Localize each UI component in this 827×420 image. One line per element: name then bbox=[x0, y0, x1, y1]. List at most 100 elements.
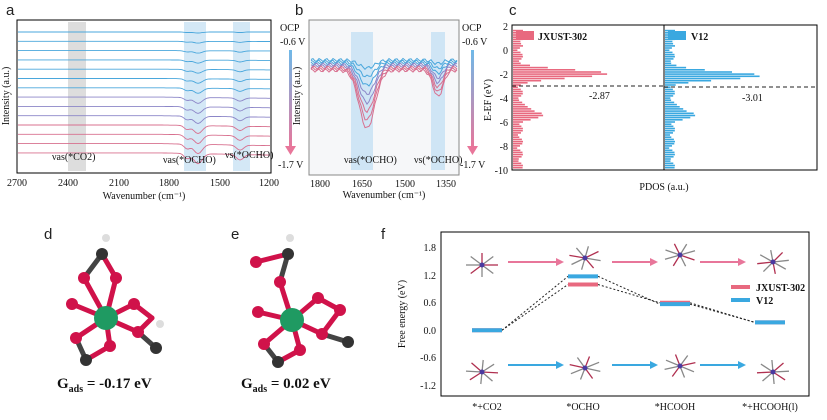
f-legend-0: JXUST-302 bbox=[756, 283, 805, 294]
mol-e-atom-9 bbox=[272, 356, 284, 368]
mol-d-atom-3 bbox=[102, 234, 110, 242]
c-jxust-bar-33 bbox=[513, 101, 523, 104]
c-v12-bar-42 bbox=[665, 121, 675, 123]
a-legend-ocp: OCP bbox=[280, 23, 300, 34]
f-mini-0-center bbox=[479, 262, 485, 268]
c-jxust-bar-55 bbox=[513, 149, 521, 152]
f-mini-2-stick-2 bbox=[665, 249, 681, 256]
b-trace-6 bbox=[310, 66, 458, 121]
c-v12-bar-30 bbox=[665, 95, 674, 97]
f-mini-6-stick-4 bbox=[664, 365, 681, 371]
c-jxust-bar-52 bbox=[513, 142, 523, 145]
c-jxust-bar-8 bbox=[513, 47, 520, 49]
panel-a-band-co2 bbox=[68, 22, 86, 171]
a-potential-arrow bbox=[289, 50, 292, 148]
b-ylabel: Intensity (a.u.) bbox=[292, 67, 303, 126]
c-v12-bar-29 bbox=[665, 92, 675, 95]
f-mini-4-stick-3 bbox=[481, 371, 499, 374]
a-xlabel: Wavenumber (cm⁻¹) bbox=[103, 191, 186, 202]
c-xlabel: PDOS (a.u.) bbox=[639, 182, 688, 193]
c-v12-bar-25 bbox=[665, 84, 676, 86]
mol-e-atom-0 bbox=[274, 276, 286, 288]
c-jxust-bar-13 bbox=[513, 58, 522, 60]
c-v12-bar-40 bbox=[665, 116, 691, 119]
c-jxust-bar-16 bbox=[513, 64, 530, 67]
c-jxust-bar-34 bbox=[513, 103, 525, 106]
c-v12-bar-50 bbox=[665, 138, 674, 141]
c-jxust-bar-48 bbox=[513, 134, 518, 136]
c-v12-bar-6 bbox=[665, 42, 674, 45]
c-jxust-bar-58 bbox=[513, 156, 522, 158]
c-v12-bar-8 bbox=[665, 47, 672, 49]
c-jxust-bar-9 bbox=[513, 49, 518, 51]
panel-a-band-ocho-s bbox=[233, 22, 250, 171]
f-mini-1-stick-3 bbox=[569, 254, 586, 259]
c-jxust-bar-37 bbox=[513, 110, 535, 112]
c-v12-bar-41 bbox=[665, 119, 683, 121]
c-v12-bar-27 bbox=[665, 88, 673, 91]
c-v12-bar-58 bbox=[665, 156, 674, 158]
a-xtick-2: 2100 bbox=[109, 178, 129, 189]
c-jxust-bar-57 bbox=[513, 153, 523, 156]
f-bottom-arrows bbox=[508, 361, 746, 369]
gads-d: Gads = -0.17 eV bbox=[57, 376, 152, 395]
c-ytick-0: 2 bbox=[503, 22, 508, 33]
c-jxust-bar-11 bbox=[513, 53, 523, 56]
f-ytick-5: -1.2 bbox=[420, 381, 436, 392]
a-xtick-4: 1500 bbox=[210, 178, 230, 189]
a-xtick-0: 2700 bbox=[7, 178, 27, 189]
c-jxust-bar-21 bbox=[513, 75, 593, 78]
f-mini-7-stick-3 bbox=[756, 371, 774, 374]
c-jxust-bar-31 bbox=[513, 97, 519, 99]
gads-e-value: = 0.02 eV bbox=[267, 376, 331, 392]
f-mini-6-center bbox=[677, 363, 683, 369]
c-right-title: V12 bbox=[691, 32, 708, 43]
c-v12-bar-34 bbox=[665, 103, 677, 106]
f-jxust-connector-0 bbox=[501, 284, 569, 331]
c-v12-bar-33 bbox=[665, 101, 675, 104]
c-v12-bar-60 bbox=[665, 160, 671, 162]
c-jxust-bar-42 bbox=[513, 121, 523, 123]
mol-e-atom-2 bbox=[250, 256, 262, 268]
c-jxust-bar-5 bbox=[513, 40, 521, 43]
f-ylabel: Free energy (eV) bbox=[397, 280, 408, 348]
c-jxust-bar-24 bbox=[513, 82, 528, 84]
mol-e-atom-7 bbox=[316, 328, 328, 340]
mol-d-atom-2 bbox=[96, 248, 108, 260]
c-jxust-bar-19 bbox=[513, 71, 602, 73]
f-top-arrowhead-1 bbox=[556, 258, 564, 266]
c-jxust-bar-59 bbox=[513, 158, 519, 160]
f-mini-5-stick-5 bbox=[570, 367, 586, 375]
c-jxust-bar-32 bbox=[513, 99, 520, 101]
b-trace-1 bbox=[310, 59, 458, 78]
c-legend-swatch-left bbox=[516, 31, 534, 40]
c-jxust-bar-50 bbox=[513, 138, 522, 141]
c-jxust-bar-51 bbox=[513, 140, 523, 143]
gads-d-prefix: G bbox=[57, 376, 69, 392]
c-v12-bar-37 bbox=[665, 110, 687, 112]
c-v12-bar-23 bbox=[665, 79, 712, 82]
f-mini-7-center bbox=[770, 369, 776, 375]
panel-a-xticks: 2700 2400 2100 1800 1500 1200 bbox=[7, 178, 279, 189]
gads-e-sub: ads bbox=[252, 384, 268, 395]
c-jxust-bar-18 bbox=[513, 69, 576, 71]
c-ytick-1: 0 bbox=[503, 46, 508, 57]
a-trace-1 bbox=[18, 40, 270, 44]
c-jxust-bar-61 bbox=[513, 162, 522, 165]
f-mini-1-stick-7 bbox=[584, 257, 601, 262]
c-jxust-bar-43 bbox=[513, 123, 520, 125]
c-jxust-bar-25 bbox=[513, 84, 521, 86]
f-mini-3-center bbox=[770, 259, 776, 265]
f-mini-4-stick-7 bbox=[465, 370, 483, 373]
f-mini-3-stick-4 bbox=[772, 259, 789, 263]
c-v12-bar-36 bbox=[665, 108, 684, 110]
mol-e-atom-5 bbox=[312, 292, 324, 304]
mol-d-atom-1 bbox=[110, 272, 122, 284]
mol-e-atom-3 bbox=[286, 234, 294, 242]
f-bottom-arrowhead-1 bbox=[556, 361, 564, 369]
c-jxust-bar-26 bbox=[513, 86, 518, 88]
c-v12-bar-56 bbox=[665, 151, 675, 154]
c-ytick-5: -8 bbox=[500, 142, 508, 153]
panel-label-a: a bbox=[6, 2, 15, 19]
c-jxust-bar-17 bbox=[513, 66, 548, 69]
